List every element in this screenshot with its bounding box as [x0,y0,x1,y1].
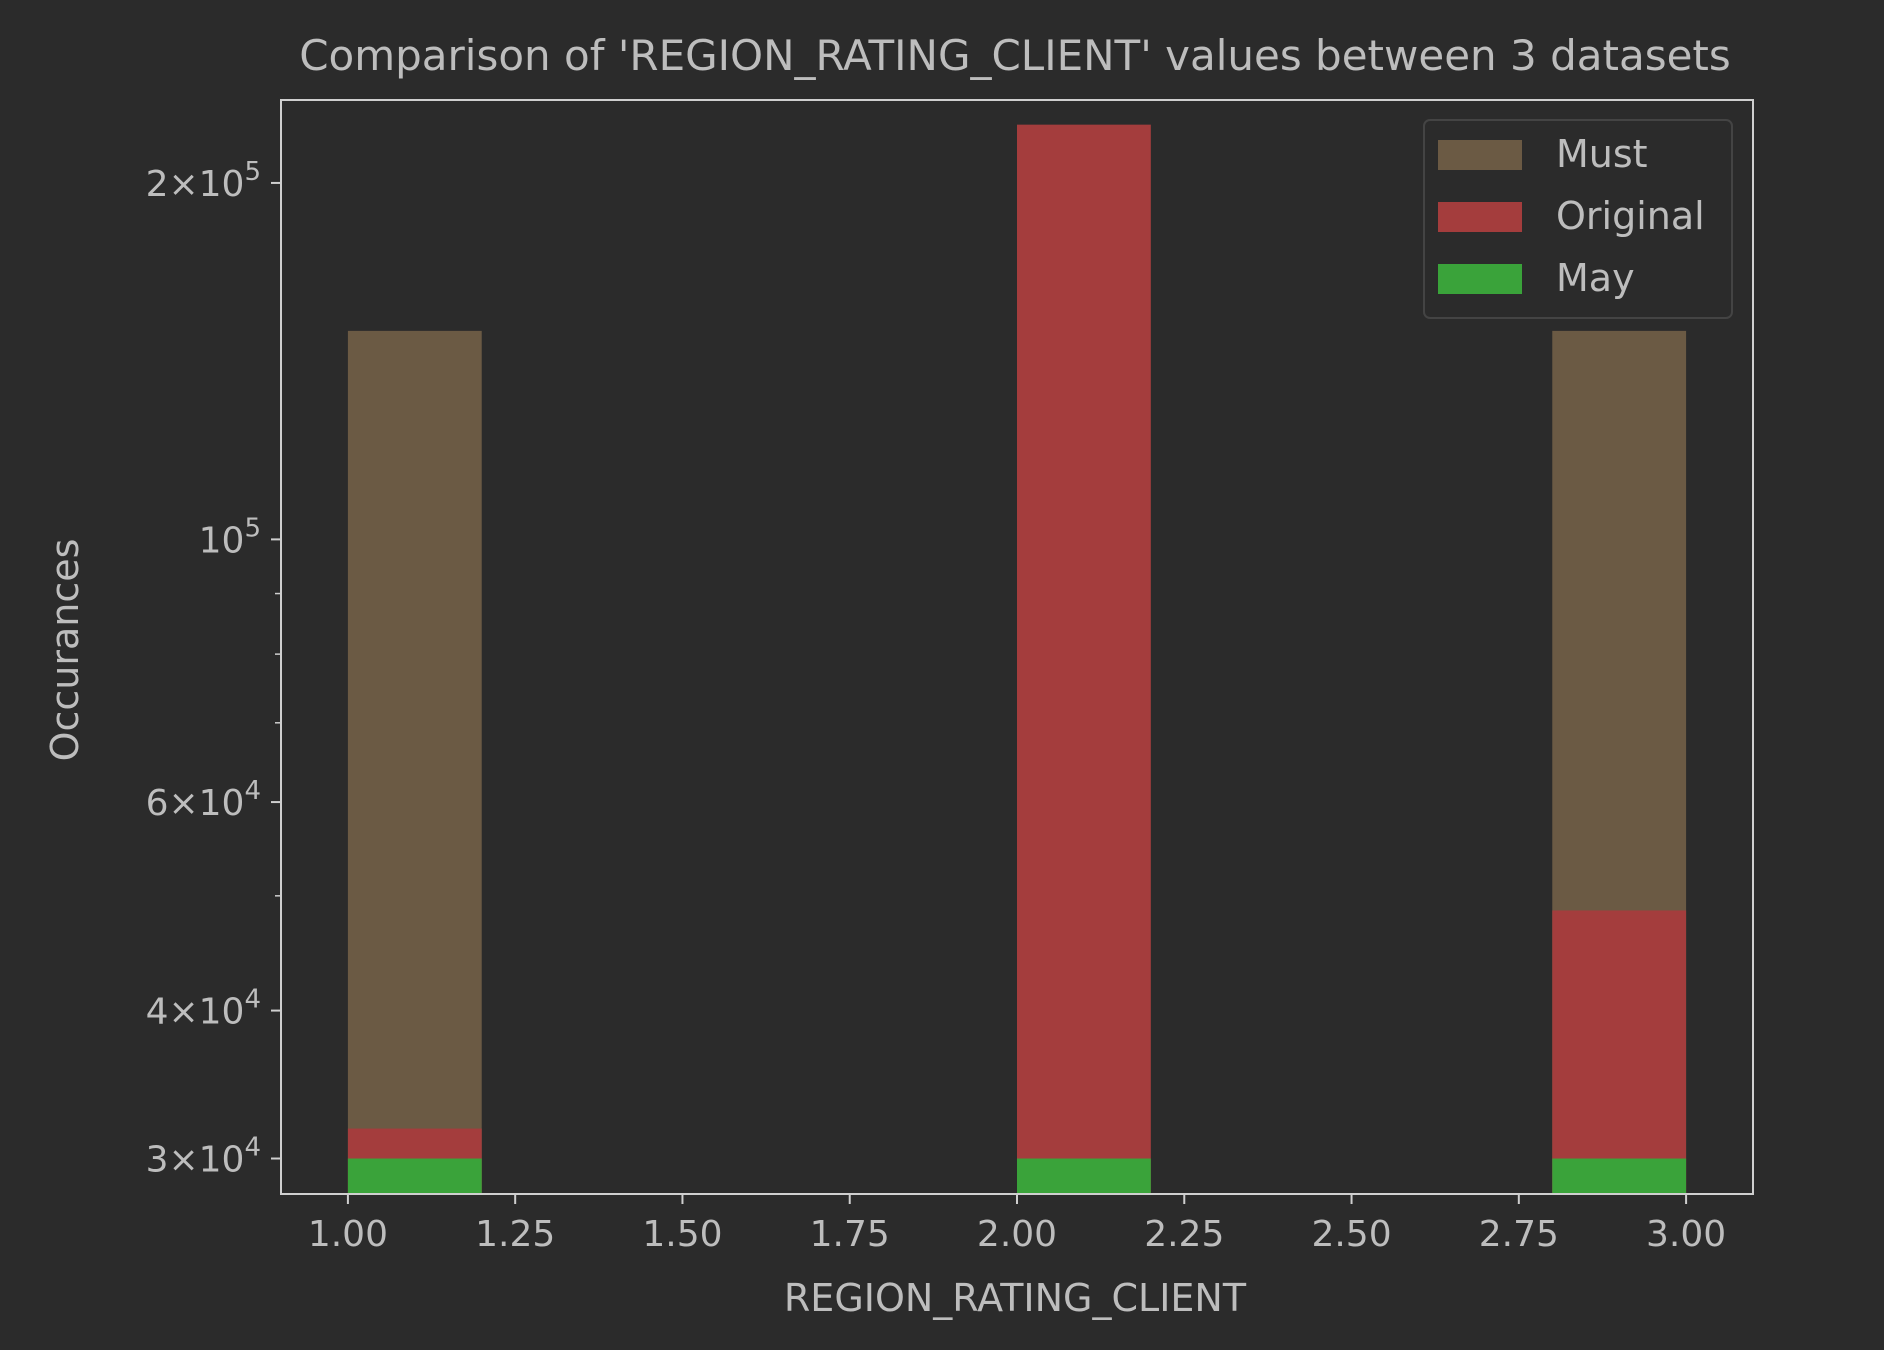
y-tick-label: 4×104 [146,985,261,1033]
legend-swatch-may [1438,264,1522,294]
x-tick-label: 1.50 [642,1214,722,1255]
axes: 1.00 1.25 1.50 1.75 2.00 2.25 2.50 2.75 3.00 3×10… [146,157,1727,1255]
bar-may-2 [1552,1158,1687,1194]
plot-area [347,124,1687,1195]
x-tick-label: 2.75 [1479,1214,1559,1255]
legend-swatch-original [1438,202,1522,232]
y-axis-label: Occurances [43,539,87,762]
x-tick-label: 1.00 [308,1214,388,1255]
legend-swatch-must [1438,140,1522,170]
bar-may-1 [1017,1158,1151,1194]
bar-original-1 [1017,124,1151,1195]
y-tick-label: 3×104 [146,1133,261,1181]
chart-title: Comparison of 'REGION_RATING_CLIENT' val… [299,31,1731,80]
bar-must-0 [347,330,482,1194]
x-tick-label: 2.00 [977,1214,1057,1255]
y-tick-label: 105 [199,513,261,561]
x-tick-label: 2.50 [1311,1214,1391,1255]
legend-label-original: Original [1556,194,1705,238]
bar-may-0 [347,1158,482,1194]
legend-label-must: Must [1556,132,1648,176]
legend-label-may: May [1556,256,1635,300]
x-tick-label: 1.75 [810,1214,890,1255]
y-tick-label: 6×104 [146,776,261,824]
x-tick-label: 3.00 [1646,1214,1726,1255]
x-axis-label: REGION_RATING_CLIENT [784,1276,1247,1320]
y-tick-label: 2×105 [146,157,261,205]
bar-original-2 [1552,910,1687,1194]
x-tick-label: 1.25 [475,1214,555,1255]
x-tick-label: 2.25 [1144,1214,1224,1255]
legend: Must Original May [1423,119,1733,319]
